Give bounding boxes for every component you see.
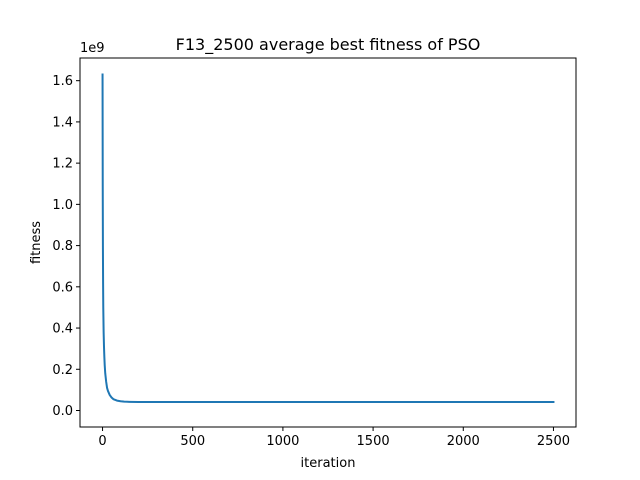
chart-title: F13_2500 average best fitness of PSO [176,35,481,55]
y-tick-label: 1.2 [52,157,73,172]
plot-layer [101,73,555,404]
y-tick-label: 0.4 [52,322,73,337]
x-tick-label: 0 [98,434,106,449]
y-tick-label: 0.8 [52,239,73,254]
y-tick-label: 0.0 [52,404,73,419]
y-tick-label: 0.2 [52,363,73,378]
plot-frame [79,57,577,428]
y-tick-label: 0.6 [52,280,73,295]
x-tick-label: 2500 [537,434,570,449]
x-tick-label: 1000 [266,434,299,449]
y-axis-offset-text: 1e9 [80,41,105,56]
x-axis: 0 500 1000 1500 2000 2500 [98,427,570,449]
series-line-0 [101,73,555,404]
x-tick-label: 1500 [357,434,390,449]
y-axis: 0.0 0.2 0.4 0.6 0.8 1.0 1.2 1.4 1.6 [52,74,80,419]
x-axis-label: iteration [301,456,356,471]
x-tick-label: 2000 [447,434,480,449]
y-tick-label: 1.4 [52,115,73,130]
x-tick-label: 500 [180,434,205,449]
y-tick-label: 1.0 [52,198,73,213]
y-axis-label: fitness [29,221,44,264]
y-tick-label: 1.6 [52,74,73,89]
